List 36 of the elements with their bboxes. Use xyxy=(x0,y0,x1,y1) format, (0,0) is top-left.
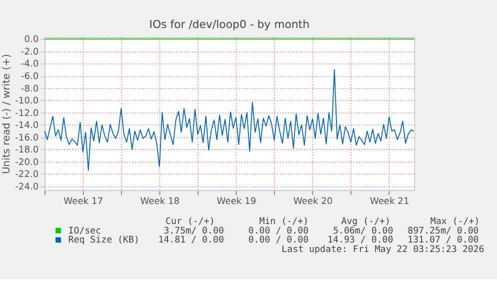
text: 0.00 / 0.00 xyxy=(248,226,309,236)
y-tick-label: -22.0 xyxy=(15,170,39,180)
y-tick-label: -10.0 xyxy=(15,96,39,107)
legend-label: Req Size (KB) xyxy=(68,236,140,246)
text: 3.75m/ 0.00 xyxy=(164,226,224,236)
y-tick-label: -14.0 xyxy=(15,121,39,132)
text: 0.00 / 0.00 xyxy=(248,236,309,246)
x-tick-label: Week 19 xyxy=(216,197,256,208)
text: Cur (-/+) xyxy=(166,216,215,227)
text: 14.93 / 0.00 xyxy=(328,236,394,246)
line-series xyxy=(44,69,414,171)
y-tick-label: -16.0 xyxy=(15,133,39,144)
text: Last update: Fri May 22 03:25:23 2026 xyxy=(282,245,484,256)
x-tick-label: Week 21 xyxy=(370,197,410,208)
text: 5.06m/ 0.00 xyxy=(332,226,394,236)
y-tick-label: -6.0 xyxy=(20,72,39,82)
text: Max (-/+) xyxy=(430,216,480,227)
x-tick-label: Week 17 xyxy=(64,197,104,208)
chart-title: IOs for /dev/loop0 - by month xyxy=(149,18,310,32)
y-tick-label: -8.0 xyxy=(20,84,39,94)
x-tick-label: Week 18 xyxy=(140,197,180,208)
y-tick-label: -12.0 xyxy=(15,108,39,119)
y-tick-label: -20.0 xyxy=(15,158,39,168)
text: Min (-/+) xyxy=(259,216,309,227)
legend-label: IO/sec xyxy=(68,226,102,236)
y-axis-title: Units read (-) / write (+) xyxy=(2,54,13,174)
y-tick-label: -24.0 xyxy=(15,182,39,193)
text: Avg (-/+) xyxy=(341,216,390,227)
y-tick-label: 0.0 xyxy=(24,35,39,46)
text: 131.07 / 0.00 xyxy=(408,236,479,246)
text: 14.81 / 0.00 xyxy=(158,236,224,246)
y-tick-label: -4.0 xyxy=(20,60,39,70)
x-tick-label: Week 20 xyxy=(293,197,333,208)
y-tick-label: -2.0 xyxy=(20,47,39,58)
text: 897.25m/ 0.00 xyxy=(408,226,479,236)
y-tick-label: -18.0 xyxy=(15,146,39,156)
